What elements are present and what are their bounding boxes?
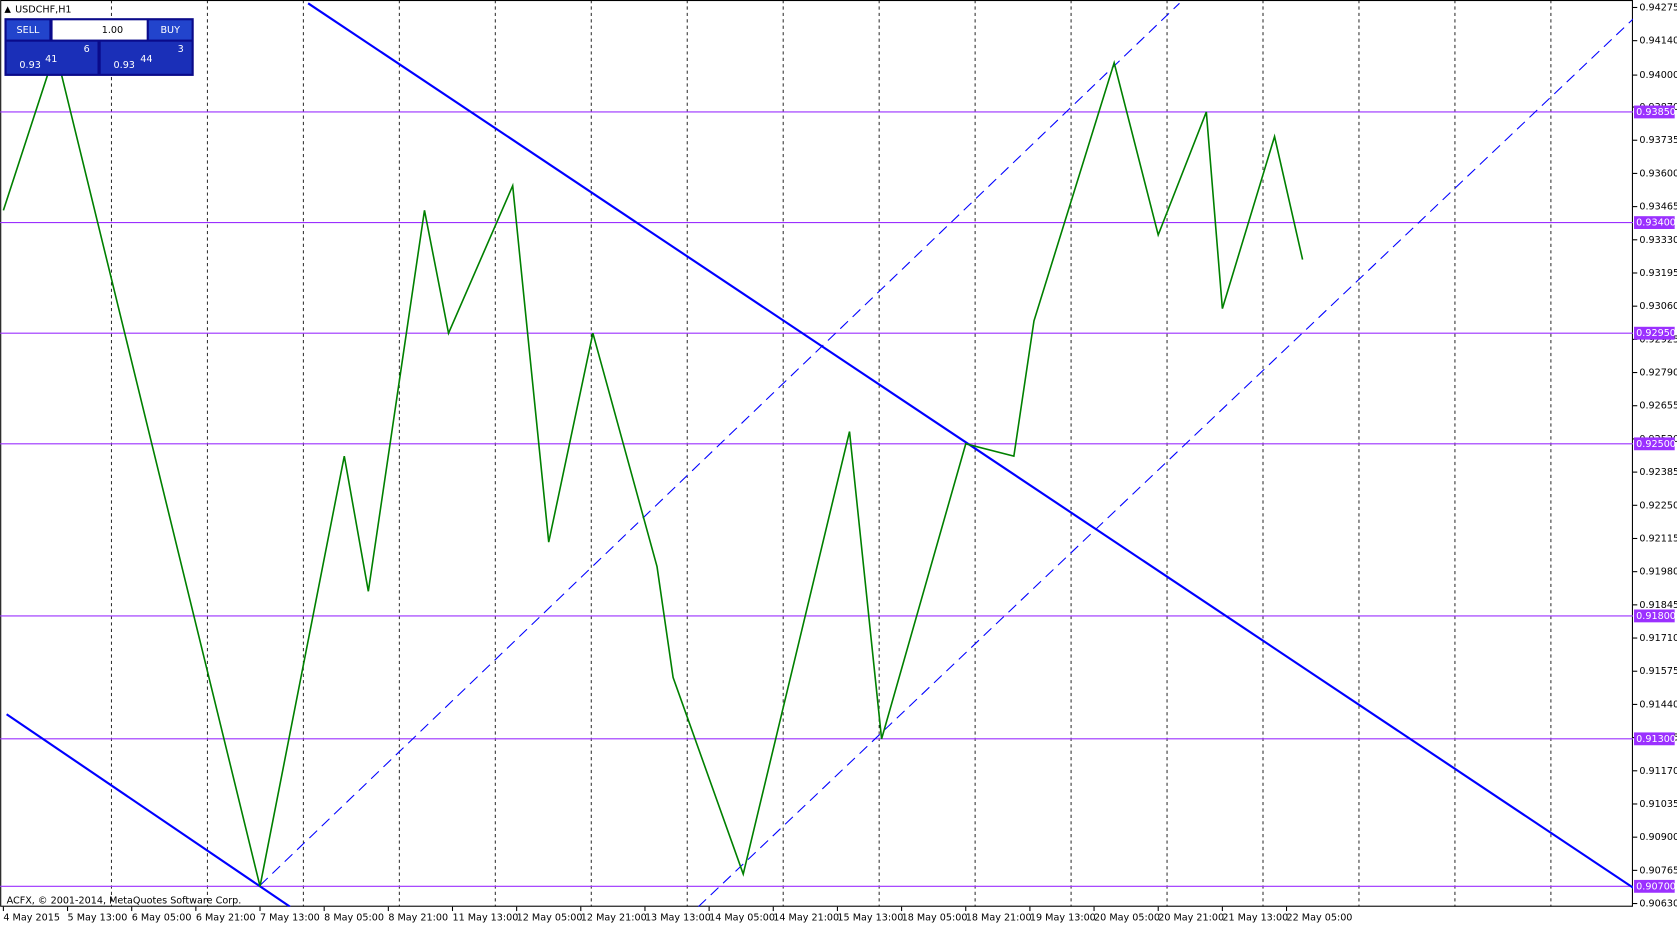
x-tick-label: 15 May 13:00	[837, 912, 903, 923]
y-tick-label: 0.90765	[1639, 865, 1677, 876]
bid-big: 41	[45, 54, 57, 65]
y-tick-label: 0.91710	[1639, 633, 1677, 644]
level-label-bg	[1634, 437, 1675, 451]
y-tick-label: 0.92250	[1639, 500, 1677, 511]
bid-box[interactable]	[6, 41, 98, 74]
y-tick-label: 0.91575	[1639, 666, 1677, 677]
x-tick-label: 12 May 21:00	[581, 912, 647, 923]
x-tick-label: 12 May 05:00	[517, 912, 583, 923]
level-label: 0.91300	[1636, 734, 1676, 745]
bid-small: 6	[84, 44, 90, 55]
title-icon	[4, 6, 11, 13]
level-label-bg	[1634, 216, 1675, 230]
y-tick-label: 0.90900	[1639, 832, 1677, 843]
y-tick-label: 0.91440	[1639, 699, 1677, 710]
y-tick-label: 0.92115	[1639, 533, 1677, 544]
x-tick-label: 7 May 13:00	[260, 912, 320, 923]
y-tick-label: 0.93195	[1639, 268, 1677, 279]
level-label: 0.90700	[1636, 881, 1676, 892]
x-tick-label: 19 May 13:00	[1030, 912, 1096, 923]
level-label-bg	[1634, 879, 1675, 893]
buy-button[interactable]	[148, 20, 192, 40]
y-tick-label: 0.94140	[1639, 36, 1677, 47]
level-label-bg	[1634, 326, 1675, 340]
x-tick-label: 8 May 21:00	[388, 912, 448, 923]
y-tick-label: 0.93735	[1639, 135, 1677, 146]
trendline	[259, 2, 1180, 886]
trendline	[307, 2, 1633, 889]
buy-label: BUY	[160, 25, 180, 36]
trade-panel: SELL 1.00 BUY 0.93 41 6 0.93 44 3	[4, 18, 194, 76]
y-tick-label: 0.93060	[1639, 301, 1677, 312]
level-label-bg	[1634, 732, 1675, 746]
x-tick-label: 6 May 05:00	[132, 912, 192, 923]
sell-label: SELL	[17, 25, 41, 36]
level-label-bg	[1634, 609, 1675, 623]
y-tick-label: 0.91170	[1639, 766, 1677, 777]
ask-box[interactable]	[100, 41, 192, 74]
copyright: ACFX, © 2001-2014, MetaQuotes Software C…	[7, 895, 242, 906]
plot-area	[0, 0, 1633, 907]
x-tick-label: 5 May 13:00	[68, 912, 128, 923]
x-tick-label: 14 May 21:00	[773, 912, 839, 923]
x-tick-label: 21 May 13:00	[1222, 912, 1288, 923]
price-line	[2, 47, 1304, 887]
y-tick-label: 0.92385	[1639, 467, 1677, 478]
y-tick-label: 0.91035	[1639, 799, 1677, 810]
ask-prefix: 0.93	[114, 60, 135, 71]
x-tick-label: 22 May 05:00	[1287, 912, 1353, 923]
y-tick-label: 0.94275	[1639, 2, 1677, 13]
level-label: 0.93850	[1636, 107, 1676, 118]
x-tick-label: 11 May 13:00	[452, 912, 518, 923]
level-label-bg	[1634, 105, 1675, 119]
lot-input[interactable]	[52, 20, 147, 40]
level-label: 0.92500	[1636, 439, 1676, 450]
x-tick-label: 18 May 05:00	[902, 912, 968, 923]
x-tick-label: 20 May 21:00	[1158, 912, 1224, 923]
ask-big: 44	[140, 54, 152, 65]
ask-small: 3	[178, 44, 184, 55]
x-tick-label: 6 May 21:00	[196, 912, 256, 923]
symbol-title: USDCHF,H1	[15, 5, 71, 16]
lot-value: 1.00	[102, 25, 123, 36]
y-tick-label: 0.91845	[1639, 600, 1677, 611]
y-tick-label: 0.94000	[1639, 70, 1677, 81]
x-tick-label: 14 May 05:00	[709, 912, 775, 923]
x-tick-label: 8 May 05:00	[324, 912, 384, 923]
level-label: 0.93400	[1636, 218, 1676, 229]
y-tick-label: 0.92655	[1639, 401, 1677, 412]
y-tick-label: 0.92790	[1639, 368, 1677, 379]
y-tick-label: 0.93465	[1639, 202, 1677, 213]
x-tick-label: 18 May 21:00	[966, 912, 1032, 923]
sell-button[interactable]	[6, 20, 50, 40]
bid-prefix: 0.93	[19, 60, 40, 71]
x-tick-label: 4 May 2015	[3, 912, 60, 923]
y-tick-label: 0.90630	[1639, 899, 1677, 910]
y-tick-label: 0.91980	[1639, 567, 1677, 578]
y-tick-label: 0.92925	[1639, 334, 1677, 345]
trendline	[5, 713, 291, 907]
x-tick-label: 20 May 05:00	[1094, 912, 1160, 923]
y-tick-label: 0.93330	[1639, 235, 1677, 246]
level-label: 0.91800	[1636, 611, 1676, 622]
x-tick-label: 13 May 13:00	[645, 912, 711, 923]
trendline	[697, 18, 1633, 907]
y-tick-label: 0.93600	[1639, 168, 1677, 179]
level-label: 0.92950	[1636, 328, 1676, 339]
